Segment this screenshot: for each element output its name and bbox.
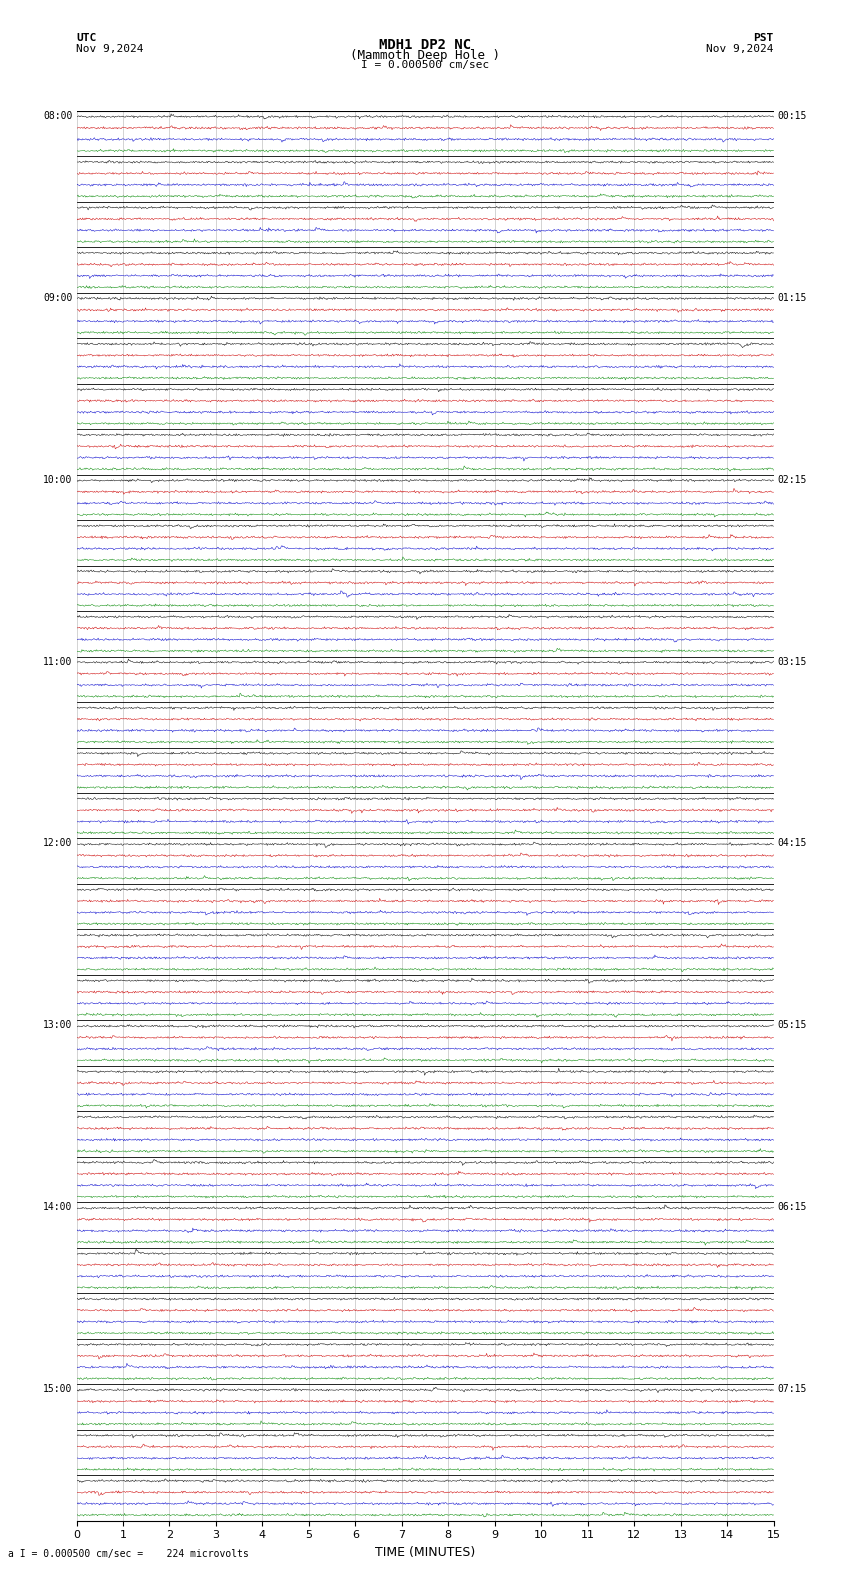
Text: 09:00: 09:00 — [42, 293, 72, 303]
Text: 11:00: 11:00 — [42, 657, 72, 667]
Text: 15:00: 15:00 — [42, 1384, 72, 1394]
Text: MDH1 DP2 NC: MDH1 DP2 NC — [379, 38, 471, 52]
Text: 13:00: 13:00 — [42, 1020, 72, 1031]
Text: a I = 0.000500 cm/sec =    224 microvolts: a I = 0.000500 cm/sec = 224 microvolts — [8, 1549, 249, 1559]
Text: Nov 9,2024: Nov 9,2024 — [76, 44, 144, 54]
Text: UTC: UTC — [76, 33, 97, 43]
Text: I = 0.000500 cm/sec: I = 0.000500 cm/sec — [361, 60, 489, 70]
Text: PST: PST — [753, 33, 774, 43]
Text: (Mammoth Deep Hole ): (Mammoth Deep Hole ) — [350, 49, 500, 62]
Text: 02:15: 02:15 — [778, 475, 807, 485]
Text: 14:00: 14:00 — [42, 1202, 72, 1212]
Text: 01:15: 01:15 — [778, 293, 807, 303]
Text: 07:15: 07:15 — [778, 1384, 807, 1394]
Text: Nov 9,2024: Nov 9,2024 — [706, 44, 774, 54]
Text: 10:00: 10:00 — [42, 475, 72, 485]
Text: 12:00: 12:00 — [42, 838, 72, 849]
Text: 00:15: 00:15 — [778, 111, 807, 120]
Text: 08:00: 08:00 — [42, 111, 72, 120]
Text: 06:15: 06:15 — [778, 1202, 807, 1212]
X-axis label: TIME (MINUTES): TIME (MINUTES) — [375, 1546, 475, 1559]
Text: 03:15: 03:15 — [778, 657, 807, 667]
Text: 05:15: 05:15 — [778, 1020, 807, 1031]
Text: 04:15: 04:15 — [778, 838, 807, 849]
